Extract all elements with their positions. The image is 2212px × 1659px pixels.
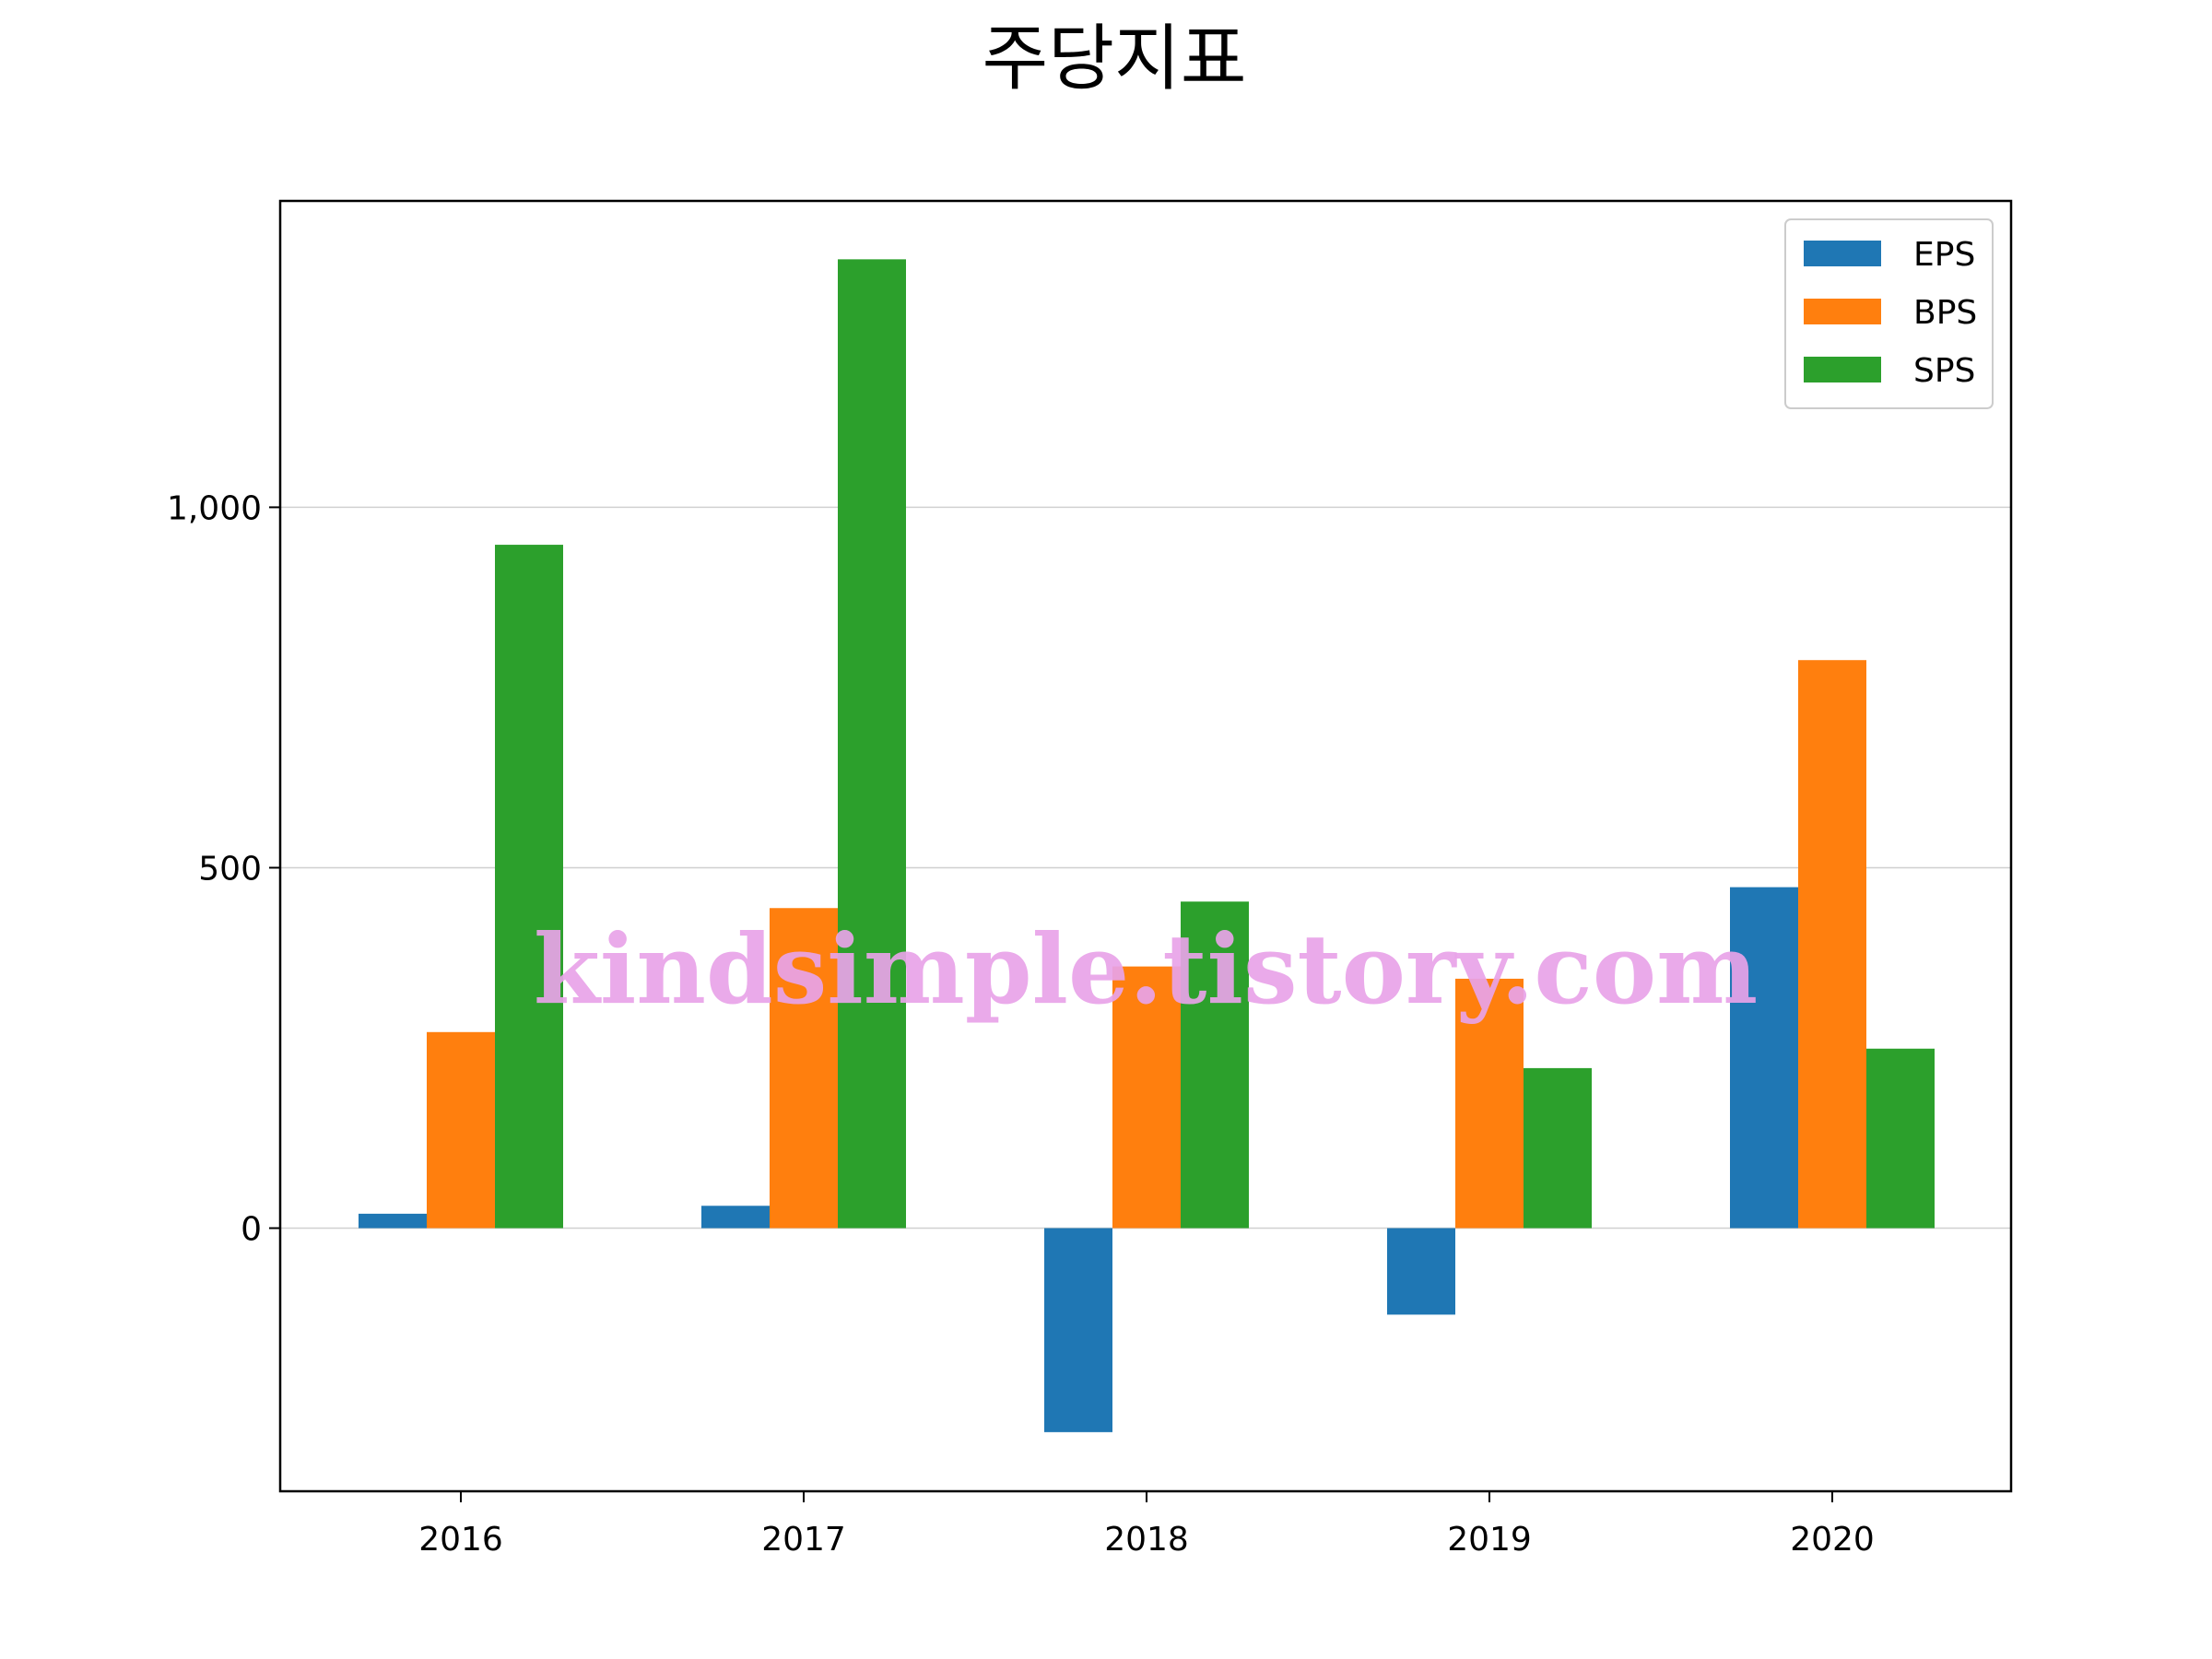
- legend-swatch-sps: [1804, 357, 1881, 382]
- bar-bps-2016: [427, 1031, 495, 1229]
- legend-swatch-eps: [1804, 241, 1881, 266]
- chart-title: 주당지표: [982, 18, 1246, 100]
- watermark-text: kindsimple.tistory.com: [534, 912, 1758, 1026]
- bar-bps-2018: [1112, 966, 1181, 1229]
- y-tick-label: 0: [241, 1211, 262, 1249]
- bar-eps-2019: [1387, 1228, 1455, 1315]
- legend-label-bps: BPS: [1913, 294, 1977, 332]
- legend-swatch-bps: [1804, 299, 1881, 324]
- bar-bps-2020: [1798, 660, 1866, 1229]
- bar-eps-2017: [701, 1206, 770, 1229]
- x-tick-label: 2020: [1790, 1521, 1875, 1559]
- bar-sps-2018: [1181, 901, 1249, 1229]
- legend-label-eps: EPS: [1913, 236, 1975, 274]
- bar-bps-2017: [770, 908, 838, 1229]
- bar-sps-2019: [1524, 1067, 1592, 1229]
- x-axis: 2016 2017 2018 2019 2020: [418, 1491, 1875, 1559]
- y-tick-label: 500: [198, 850, 262, 888]
- bar-sps-2016: [495, 545, 563, 1229]
- bar-sps-2020: [1866, 1048, 1935, 1229]
- bar-eps-2016: [359, 1213, 427, 1229]
- bars: [359, 259, 1935, 1432]
- x-tick-label: 2017: [761, 1521, 846, 1559]
- bar-eps-2018: [1044, 1228, 1112, 1432]
- y-axis: 0 500 1,000: [167, 489, 280, 1249]
- bar-bps-2019: [1455, 978, 1524, 1229]
- bar-eps-2020: [1730, 887, 1798, 1229]
- y-tick-label: 1,000: [167, 489, 262, 527]
- legend-label-sps: SPS: [1913, 352, 1975, 390]
- x-tick-label: 2018: [1104, 1521, 1189, 1559]
- x-tick-label: 2019: [1447, 1521, 1532, 1559]
- legend: EPS BPS SPS: [1784, 218, 1994, 409]
- x-tick-label: 2016: [418, 1521, 503, 1559]
- bar-sps-2017: [838, 259, 906, 1229]
